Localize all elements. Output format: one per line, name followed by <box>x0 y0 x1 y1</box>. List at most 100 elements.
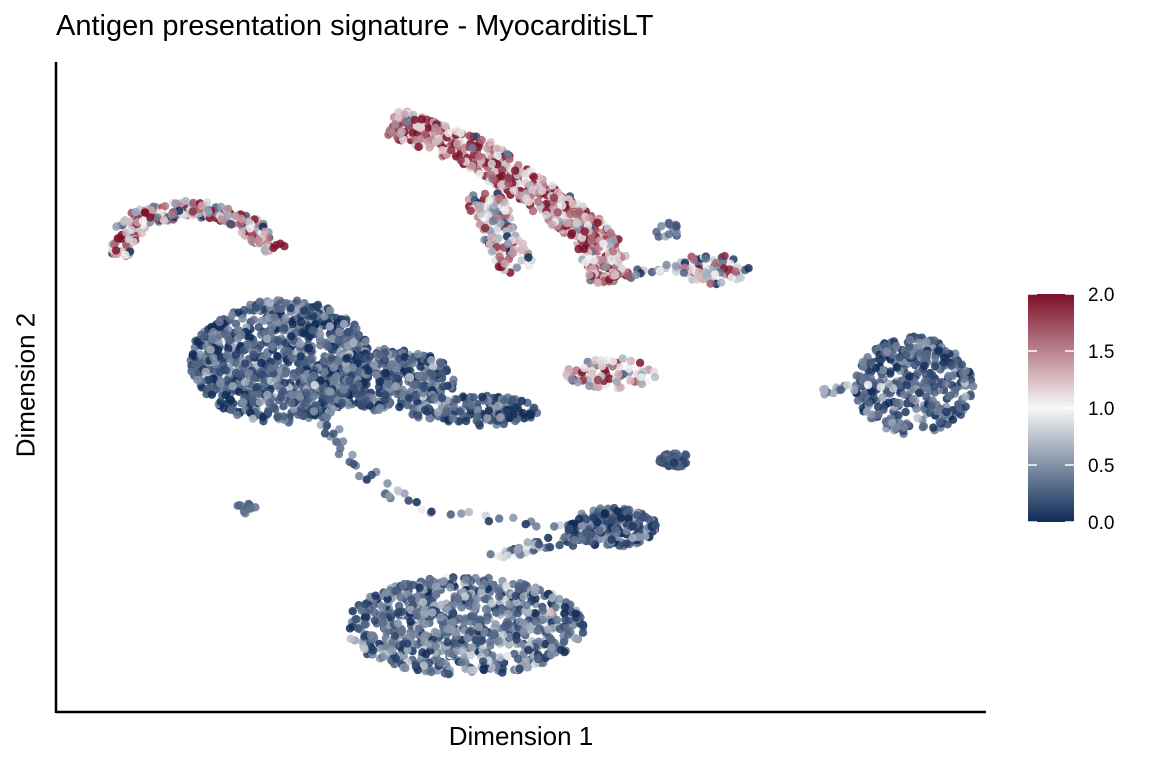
scatter-point <box>296 352 305 361</box>
scatter-point <box>416 362 425 371</box>
scatter-point <box>227 311 237 320</box>
scatter-point <box>884 398 893 407</box>
scatter-point <box>577 521 586 531</box>
scatter-point <box>339 319 349 329</box>
scatter-point <box>270 404 280 414</box>
scatter-point <box>613 507 622 516</box>
scatter-point <box>557 194 567 203</box>
scatter-point <box>447 146 456 155</box>
scatter-point <box>669 458 679 467</box>
scatter-point <box>325 394 334 403</box>
scatter-point <box>404 496 413 505</box>
scatter-point <box>483 413 492 423</box>
scatter-point <box>253 389 263 398</box>
scatter-point <box>438 577 447 587</box>
scatter-point <box>382 628 391 637</box>
scatter-point <box>503 652 512 661</box>
scatter-point <box>404 366 413 375</box>
scatter-point <box>622 539 631 548</box>
scatter-point <box>608 357 618 366</box>
scatter-point <box>547 635 556 644</box>
scatter-point <box>395 402 404 412</box>
scatter-point <box>602 262 611 271</box>
scatter-point <box>405 372 414 382</box>
scatter-point <box>628 533 637 542</box>
scatter-point <box>216 202 226 212</box>
scatter-point <box>448 414 457 423</box>
scatter-point <box>297 403 306 413</box>
scatter-point <box>567 375 576 384</box>
scatter-point <box>892 363 901 372</box>
scatter-point <box>366 631 376 640</box>
scatter-point <box>906 336 915 345</box>
scatter-point <box>524 253 533 262</box>
scatter-point <box>935 417 944 426</box>
scatter-point <box>292 296 302 305</box>
scatter-point <box>493 151 502 160</box>
scatter-point <box>477 636 487 646</box>
scatter-point <box>263 407 273 416</box>
scatter-point <box>267 323 276 332</box>
scatter-point <box>485 196 494 205</box>
scatter-point <box>452 640 461 650</box>
scatter-point <box>928 371 937 380</box>
scatter-point <box>895 353 904 362</box>
scatter-point <box>375 403 385 413</box>
scatter-point <box>466 651 476 660</box>
scatter-point <box>514 582 524 591</box>
scatter-point <box>352 615 361 624</box>
scatter-point <box>248 414 257 423</box>
scatter-point <box>477 135 486 145</box>
scatter-point <box>453 395 462 404</box>
scatter-point <box>355 471 364 481</box>
scatter-point <box>223 204 233 214</box>
scatter-point <box>247 235 256 244</box>
scatter-point <box>547 650 556 659</box>
scatter-point <box>665 220 674 229</box>
scatter-point <box>515 664 524 673</box>
scatter-point <box>329 376 338 385</box>
scatter-point <box>891 423 900 433</box>
scatter-point <box>193 337 202 347</box>
scatter-point <box>276 393 286 402</box>
scatter-point <box>419 661 428 670</box>
scatter-point <box>338 437 348 446</box>
scatter-point <box>624 271 633 281</box>
scatter-point <box>681 450 690 459</box>
scatter-point <box>612 377 622 387</box>
scatter-point <box>433 408 442 417</box>
scatter-point <box>487 233 496 243</box>
scatter-point <box>260 227 270 237</box>
scatter-point <box>248 397 258 407</box>
scatter-point <box>484 406 493 415</box>
scatter-point <box>873 402 883 412</box>
scatter-point <box>829 388 838 398</box>
scatter-point <box>325 306 335 315</box>
scatter-point <box>222 366 231 375</box>
scatter-point <box>390 632 400 641</box>
scatter-point <box>921 370 930 379</box>
scatter-point <box>711 259 721 268</box>
scatter-point <box>472 602 481 611</box>
scatter-point <box>501 621 510 631</box>
scatter-point <box>549 193 559 202</box>
scatter-point <box>188 207 198 216</box>
scatter-point <box>321 412 331 421</box>
scatter-point <box>451 628 460 637</box>
scatter-point <box>306 306 315 315</box>
scatter-point <box>315 330 325 339</box>
scatter-point <box>410 115 419 125</box>
scatter-point <box>187 367 196 376</box>
scatter-point <box>452 127 461 136</box>
scatter-point <box>431 582 441 591</box>
scatter-point <box>578 628 588 637</box>
scatter-point <box>217 215 226 224</box>
scatter-point <box>560 609 569 618</box>
x-axis-label: Dimension 1 <box>448 721 594 751</box>
scatter-point <box>446 510 455 519</box>
scatter-point <box>744 264 753 273</box>
scatter-point <box>481 223 490 233</box>
scatter-point <box>950 386 959 395</box>
scatter-point <box>689 255 698 264</box>
